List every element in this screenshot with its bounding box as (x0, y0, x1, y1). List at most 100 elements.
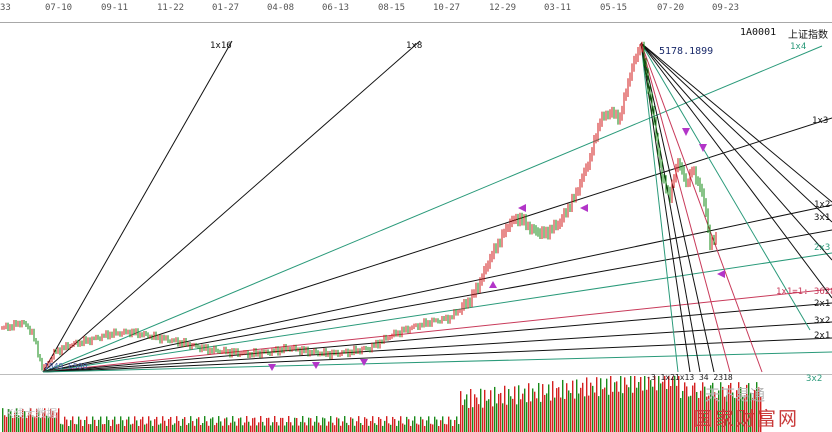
fan-label-1x16: 1x16 (210, 41, 232, 51)
volume-bar (320, 425, 322, 432)
volume-bar (254, 417, 256, 432)
volume-bar (124, 425, 126, 432)
volume-bar (280, 417, 282, 432)
volume-bar (256, 425, 258, 432)
volume-bar (282, 417, 284, 432)
volume-bar (194, 425, 196, 432)
volume-bar (460, 391, 462, 432)
volume-bar (34, 416, 36, 432)
volume-bar (656, 390, 658, 432)
volume-bar (464, 399, 466, 432)
volume-bar (428, 416, 430, 432)
date-tick: 04-08 (267, 3, 295, 13)
volume-bar (744, 395, 746, 432)
volume-bar (520, 399, 522, 432)
volume-bar (58, 408, 60, 432)
volume-bar (56, 412, 58, 432)
fan-label-1x2: 1x2 (814, 200, 831, 210)
volume-bar (678, 376, 680, 432)
fan-line-up (42, 302, 832, 373)
volume-bar (270, 425, 272, 432)
volume-bar (154, 419, 156, 432)
volume-bar (258, 422, 260, 432)
date-tick: 33 (0, 3, 11, 13)
volume-bar (746, 384, 748, 432)
volume-bar (358, 416, 360, 432)
volume-bar (674, 376, 676, 432)
volume-bar (162, 416, 164, 432)
volume-bar (160, 423, 162, 432)
volume-bar (202, 423, 204, 432)
volume-bar (728, 385, 730, 432)
date-tick: 07-10 (45, 3, 73, 13)
volume-bar (290, 422, 292, 432)
volume-bar (330, 416, 332, 432)
volume-bar (190, 416, 192, 432)
volume-bar (608, 394, 610, 432)
volume-bar (442, 416, 444, 432)
volume-bar (508, 389, 510, 432)
volume-bar (540, 401, 542, 432)
volume-bar (522, 393, 524, 432)
volume-bar (374, 423, 376, 432)
volume-bar (636, 387, 638, 432)
volume-bar (62, 424, 64, 432)
volume-bar (380, 418, 382, 432)
volume-bar (310, 418, 312, 432)
volume-bar (562, 379, 564, 432)
fan-line-up (42, 337, 832, 373)
fan-line-up (42, 204, 832, 373)
volume-bar (132, 423, 134, 432)
volume-bar (616, 381, 618, 432)
volume-bar (542, 384, 544, 432)
fan-line-up (42, 288, 832, 373)
volume-bar (506, 404, 508, 432)
volume-bar (690, 395, 692, 432)
volume-bar (714, 392, 716, 432)
low-price-label: 1849.6500 (44, 362, 88, 371)
fan-line-down (640, 42, 731, 373)
volume-bar (378, 417, 380, 432)
volume-bar (128, 416, 130, 432)
volume-bar (150, 420, 152, 432)
volume-bar (734, 397, 736, 432)
volume-bar (612, 391, 614, 432)
volume-bar (546, 393, 548, 432)
volume-bar (238, 418, 240, 432)
volume-bar (6, 416, 8, 432)
volume-bar (318, 422, 320, 432)
volume-bar (326, 425, 328, 432)
volume-bar (382, 425, 384, 432)
volume-bar (294, 417, 296, 432)
volume-bar (484, 389, 486, 432)
volume-bar (720, 382, 722, 432)
volume-bar (620, 376, 622, 432)
volume-bar (158, 424, 160, 432)
volume-bar (210, 418, 212, 432)
volume-bar (12, 417, 14, 432)
fan-line-down (640, 42, 691, 373)
volume-bar (16, 408, 18, 432)
volume-bar (680, 397, 682, 432)
volume-bar (92, 416, 94, 432)
fan-line-down (640, 42, 832, 223)
volume-bar (114, 416, 116, 432)
volume-bar (362, 424, 364, 432)
volume-bar (122, 420, 124, 432)
volume-bar (504, 385, 506, 432)
volume-bar (718, 390, 720, 432)
volume-bar (304, 422, 306, 432)
volume-bar (332, 422, 334, 432)
volume-bar (312, 425, 314, 432)
volume-bar (570, 393, 572, 432)
volume-bar (760, 397, 762, 432)
volume-bar (524, 388, 526, 432)
volume-bar (368, 425, 370, 432)
volume-bar (410, 425, 412, 432)
volume-bar (140, 419, 142, 432)
volume-bar (186, 424, 188, 432)
volume-bar (682, 390, 684, 432)
volume-bar (262, 421, 264, 432)
date-tick: 10-27 (433, 3, 461, 13)
